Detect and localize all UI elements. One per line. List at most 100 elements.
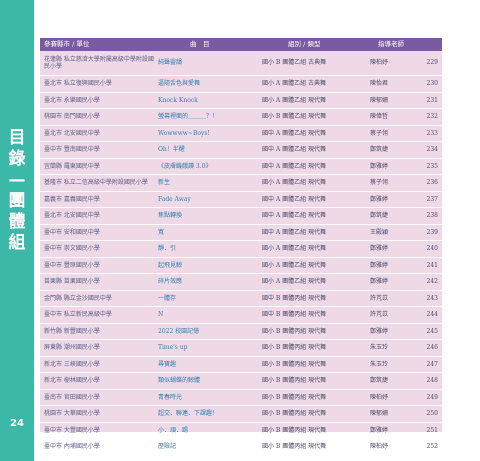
table-body: 花蓮縣 私立慈濟大學附屬高級中學附設國民小學 純聲靈韻 國小 B 團體乙組 古典舞陳… xyxy=(40,51,442,456)
cell-teacher: 陳郁姍 xyxy=(370,96,389,104)
table-row: 臺北市 北安國民中學 焦點轉換 國中 A 團體乙組 現代舞 鄭筑緁 238 xyxy=(40,208,442,225)
cell-group: 國中 A 團體乙組 現代舞 xyxy=(262,228,327,236)
table-row: 桃園市 南門國民小學 螢幕裡面的＿＿＿？！ 國小 B 團體乙組 現代舞 陳偉哲 232 xyxy=(40,109,442,126)
cell-teacher: 朱玉玲 xyxy=(370,360,389,368)
cell-school: 苗栗縣 苗栗國民小學 xyxy=(44,278,100,285)
cell-page: 244 xyxy=(426,311,438,318)
cell-group: 國小 B 團體乙組 現代舞 xyxy=(262,113,327,120)
cell-piece: Knock Knock xyxy=(158,96,198,104)
table-row: 宜蘭縣 羅東國民中學 《皮膚饑餓讀 3.0》 國中 A 團體乙組 現代舞 鄭雅婷 235 xyxy=(40,159,442,175)
table-row: 臺南市 官田國民小學 青春時光 國小 B 團體丙組 現代舞 陳柏妤 249 xyxy=(40,390,442,406)
cell-page: 248 xyxy=(426,377,438,384)
table-row: 新竹縣 新豐國民小學 2022 校園記憶 國小 B 團體丙組 現代舞 鄭雅婷 245 xyxy=(40,324,442,340)
cell-group: 國中 A 團體乙組 現代舞 xyxy=(262,212,327,219)
cell-group: 國中 A 團體乙組 現代舞 xyxy=(262,162,327,170)
cell-piece: 一體存 xyxy=(158,294,177,302)
cell-piece: Wowwww~Boys! xyxy=(158,129,210,137)
cell-group: 國小 A 團體乙組 現代舞 xyxy=(262,245,327,252)
cell-school: 桃園市 大華國民小學 xyxy=(44,410,100,417)
cell-teacher: 王殿穎 xyxy=(370,228,389,236)
cell-group: 國小 B 團體丙組 現代舞 xyxy=(262,426,327,434)
cell-group: 國中 A 團體乙組 現代舞 xyxy=(262,195,327,203)
table-row: 屏東縣 潮州國民小學 Time's up 國小 B 團體丙組 現代舞 朱玉玲 246 xyxy=(40,340,442,357)
side-tab: 目錄 — 團體組 24 xyxy=(0,0,34,461)
cell-page: 229 xyxy=(426,59,438,67)
cell-school: 屏東縣 潮州國民小學 xyxy=(44,344,100,351)
cell-piece: 青春時光 xyxy=(158,393,183,401)
cell-group: 國小 A 團體乙組 現代舞 xyxy=(262,261,327,269)
cell-group: 國中 B 團體丙組 現代舞 xyxy=(262,294,327,302)
cell-teacher: 鄭筑緁 xyxy=(370,146,389,153)
cell-page: 243 xyxy=(426,294,438,302)
cell-page: 242 xyxy=(426,278,438,285)
table-row: 臺中市 豐南國民中學 Oh！半醒 國中 A 團體乙組 現代舞 鄭筑緁 234 xyxy=(40,142,442,159)
cell-page: 238 xyxy=(426,212,438,219)
cell-piece: 碎片效應 xyxy=(158,278,183,285)
cell-school: 嘉義市 嘉義國民中學 xyxy=(44,195,100,203)
cell-teacher: 陳柏妤 xyxy=(370,443,389,450)
cell-page: 247 xyxy=(426,360,438,368)
header-piece: 曲 目 xyxy=(190,40,210,48)
cell-group: 國小 B 團體丙組 現代舞 xyxy=(262,410,327,417)
cell-page: 231 xyxy=(426,96,438,104)
cell-group: 國小 A 團體乙組 古典舞 xyxy=(262,80,327,87)
cell-school: 桃園市 南門國民小學 xyxy=(44,113,100,120)
table-row: 花蓮縣 私立慈濟大學附屬高級中學附設國民小學 純聲靈韻 國小 B 團體乙組 古典舞 陳… xyxy=(40,51,442,76)
cell-school: 臺中市 豐南國民中學 xyxy=(44,146,100,153)
cell-page: 237 xyxy=(426,195,438,203)
cell-page: 246 xyxy=(426,344,438,351)
section-title-char: 組 xyxy=(8,233,26,253)
table-row: 臺中市 崇文國民小學 靜．引 國小 A 團體乙組 現代舞 鄭雅婷 240 xyxy=(40,241,442,258)
cell-teacher: 陳郁姍 xyxy=(370,410,389,417)
cell-teacher: 蔡子翎 xyxy=(370,129,389,137)
cell-school: 金門縣 縣立金沙國民中學 xyxy=(44,294,112,302)
table-row: 臺中市 大豐國民小學 小．頑．踢 國小 B 團體丙組 現代舞 鄭雅婷 251 xyxy=(40,423,442,439)
cell-piece: Time's up xyxy=(158,344,188,351)
cell-group: 國小 B 團體丙組 現代舞 xyxy=(262,327,327,335)
cell-piece: 小．頑．踢 xyxy=(158,426,189,434)
cell-page: 233 xyxy=(426,129,438,137)
cell-group: 國小 A 團體乙組 現代舞 xyxy=(262,179,327,186)
cell-group: 國小 B 團體丙組 現代舞 xyxy=(262,360,327,368)
cell-teacher: 朱玉玲 xyxy=(370,344,389,351)
cell-group: 國中 A 團體乙組 現代舞 xyxy=(262,146,327,153)
cell-piece: 類似蝴蝶的鯨體 xyxy=(158,377,201,384)
table-row: 苗栗縣 苗栗國民小學 碎片效應 國小 A 團體乙組 現代舞 鄭雅婷 242 xyxy=(40,274,442,291)
cell-page: 236 xyxy=(426,179,438,186)
cell-page: 250 xyxy=(426,410,438,417)
cell-page: 240 xyxy=(426,245,438,252)
section-title-char: 體 xyxy=(8,212,26,232)
table-row: 臺中市 私立新民高級中學 N 國中 B 團體丙組 現代舞 許芃苡 244 xyxy=(40,307,442,324)
cell-school: 臺北市 北安國民中學 xyxy=(44,212,100,219)
cell-teacher: 鄭雅婷 xyxy=(370,195,389,203)
cell-teacher: 鄭雅婷 xyxy=(370,426,389,434)
cell-teacher: 陳偉哲 xyxy=(370,113,389,120)
cell-piece: 《皮膚饑餓讀 3.0》 xyxy=(158,162,212,170)
cell-group: 國小 B 團體乙組 古典舞 xyxy=(262,59,327,67)
cell-page: 245 xyxy=(426,327,438,335)
cell-teacher: 鄭雅婷 xyxy=(370,245,389,252)
cell-school: 新北市 樹林國民小學 xyxy=(44,377,100,384)
cell-page: 252 xyxy=(426,443,438,450)
header-teacher: 指導老師 xyxy=(378,40,404,48)
program-table: 參賽縣市 / 單位 曲 目 組別 / 類型 指導老師 花蓮縣 私立慈濟大學附屬高… xyxy=(40,38,442,456)
cell-group: 國小 B 團體丙組 現代舞 xyxy=(262,377,327,384)
cell-teacher: 鄭雅婷 xyxy=(370,162,389,170)
cell-piece: 逼隨舌色與愛舞 xyxy=(158,80,201,87)
cell-school: 臺中市 崇文國民小學 xyxy=(44,245,100,252)
cell-teacher: 許芃苡 xyxy=(370,294,389,302)
cell-group: 國小 B 團體丙組 現代舞 xyxy=(262,443,327,450)
cell-group: 國小 A 團體乙組 現代舞 xyxy=(262,278,327,285)
header-group: 組別 / 類型 xyxy=(288,40,321,48)
cell-group: 國小 B 團體丙組 現代舞 xyxy=(262,344,327,351)
cell-group: 國中 B 團體丙組 現代舞 xyxy=(262,311,327,318)
cell-teacher: 陳柏妤 xyxy=(370,393,389,401)
cell-page: 251 xyxy=(426,426,438,434)
cell-piece: 寬 xyxy=(158,228,165,236)
cell-school: 新竹縣 新豐國民小學 xyxy=(44,327,100,335)
table-row: 新北市 樹林國民小學 類似蝴蝶的鯨體 國小 B 團體丙組 現代舞 鄭筑緁 248 xyxy=(40,373,442,390)
page-number: 24 xyxy=(10,418,24,429)
table-header: 參賽縣市 / 單位 曲 目 組別 / 類型 指導老師 xyxy=(40,38,442,51)
cell-page: 249 xyxy=(426,393,438,401)
cell-school: 花蓮縣 私立慈濟大學附屬高級中學附設國民小學 xyxy=(44,55,154,71)
